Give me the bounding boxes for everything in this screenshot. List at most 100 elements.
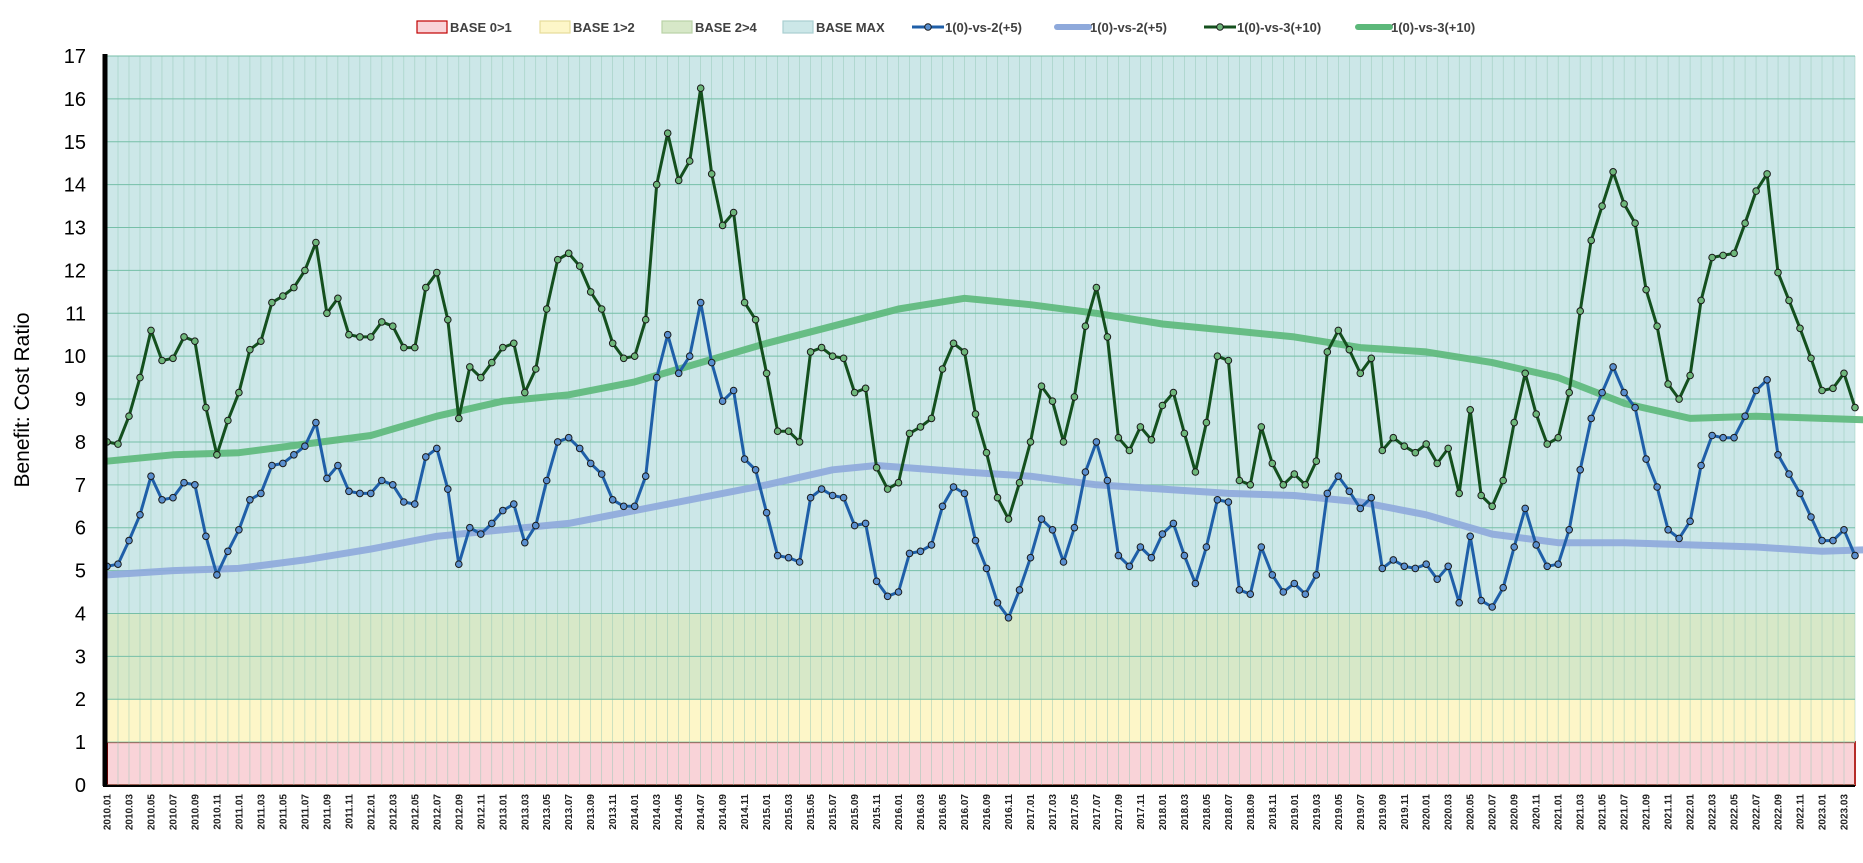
data-point (1510, 418, 1518, 427)
data-point (674, 176, 683, 185)
y-tick-label: 10 (64, 346, 86, 368)
data-point (345, 330, 353, 339)
data-point (400, 498, 408, 506)
data-point (1774, 451, 1782, 459)
data-point (114, 560, 122, 569)
x-tick-label: 2019.09 (1378, 794, 1389, 831)
data-point (213, 451, 221, 459)
x-tick-label: 2016.01 (894, 794, 905, 831)
data-point (1818, 386, 1826, 395)
x-tick-label: 2019.07 (1356, 794, 1367, 831)
data-point (564, 249, 573, 258)
axes (102, 54, 1855, 787)
data-point (1235, 476, 1244, 485)
data-point (696, 84, 705, 92)
data-point (1367, 493, 1376, 502)
data-point (433, 268, 441, 277)
data-point (1312, 571, 1321, 579)
x-tick-label: 2013.01 (498, 794, 509, 831)
data-point (894, 588, 903, 596)
data-point (1070, 393, 1079, 401)
data-point (982, 564, 991, 573)
data-point (828, 491, 837, 500)
data-point (1147, 553, 1156, 562)
data-point (1367, 354, 1376, 363)
data-point (1785, 296, 1793, 305)
data-point (1059, 438, 1068, 446)
data-point (510, 500, 518, 508)
legend-label: 1(0)-vs-2(+5) (1090, 20, 1167, 35)
legend-swatch (782, 20, 814, 34)
data-point (1389, 433, 1398, 442)
data-point (257, 337, 265, 346)
data-point (169, 493, 177, 502)
data-point (883, 592, 892, 601)
data-point (290, 283, 298, 292)
data-point (323, 309, 331, 318)
data-point (1719, 433, 1727, 442)
data-point (784, 553, 793, 562)
legend-swatch (539, 20, 571, 34)
x-tick-label: 2019.01 (1290, 794, 1301, 831)
data-point (1664, 380, 1672, 388)
x-tick-label: 2020.01 (1422, 794, 1433, 831)
legend-label: 1(0)-vs-3(+10) (1391, 20, 1475, 35)
data-point (1037, 515, 1046, 523)
data-point (1532, 410, 1540, 418)
series-0 (103, 298, 1859, 622)
data-point (466, 363, 474, 371)
data-point (323, 474, 331, 483)
data-point (696, 298, 705, 307)
x-tick-label: 2019.11 (1400, 794, 1411, 830)
y-tick-label: 5 (75, 561, 86, 583)
legend-marker (1216, 23, 1224, 31)
x-tick-label: 2017.07 (1092, 794, 1103, 831)
data-point (1851, 403, 1859, 412)
data-point (1180, 551, 1189, 560)
x-tick-labels: 2010.01 2010.03 2010.05 2010.07 2010.09 2010.… (103, 794, 1851, 831)
data-point (751, 315, 760, 324)
data-point (433, 444, 441, 453)
data-point (1158, 401, 1167, 410)
y-tick-label: 2 (75, 689, 86, 711)
data-point (960, 348, 969, 356)
data-point (861, 519, 870, 528)
x-tick-label: 2016.03 (916, 794, 927, 831)
data-point (927, 414, 936, 423)
data-point (806, 348, 815, 356)
band-1 (107, 699, 1855, 743)
x-tick-label: 2012.11 (476, 794, 487, 830)
x-tick-label: 2016.05 (938, 794, 949, 831)
y-tick-label: 7 (75, 475, 86, 497)
data-point (1092, 438, 1101, 446)
data-point (828, 352, 837, 361)
data-point (125, 412, 133, 421)
data-point (1499, 583, 1507, 592)
data-point (477, 530, 485, 538)
data-point (1631, 219, 1639, 227)
series-line (106, 86, 1857, 521)
data-point (1598, 202, 1606, 210)
data-point (1752, 386, 1760, 395)
data-point (817, 485, 826, 493)
x-tick-label: 2021.11 (1664, 794, 1675, 830)
data-point (1081, 322, 1090, 331)
x-tick-label: 2010.11 (212, 794, 223, 830)
data-point (1576, 466, 1584, 474)
data-point (1345, 345, 1354, 354)
data-point (279, 292, 287, 300)
data-point (938, 502, 947, 511)
data-point (795, 558, 804, 566)
data-point (773, 551, 782, 560)
x-tick-label: 2011.01 (234, 794, 245, 830)
data-point (488, 519, 496, 528)
data-point (1477, 491, 1485, 500)
x-tick-label: 2016.07 (960, 794, 971, 831)
data-point (1323, 489, 1332, 498)
data-point (1587, 414, 1595, 423)
y-tick-label: 3 (75, 646, 86, 668)
x-tick-label: 2014.11 (740, 794, 751, 830)
data-point (905, 429, 914, 438)
data-point (334, 294, 342, 303)
